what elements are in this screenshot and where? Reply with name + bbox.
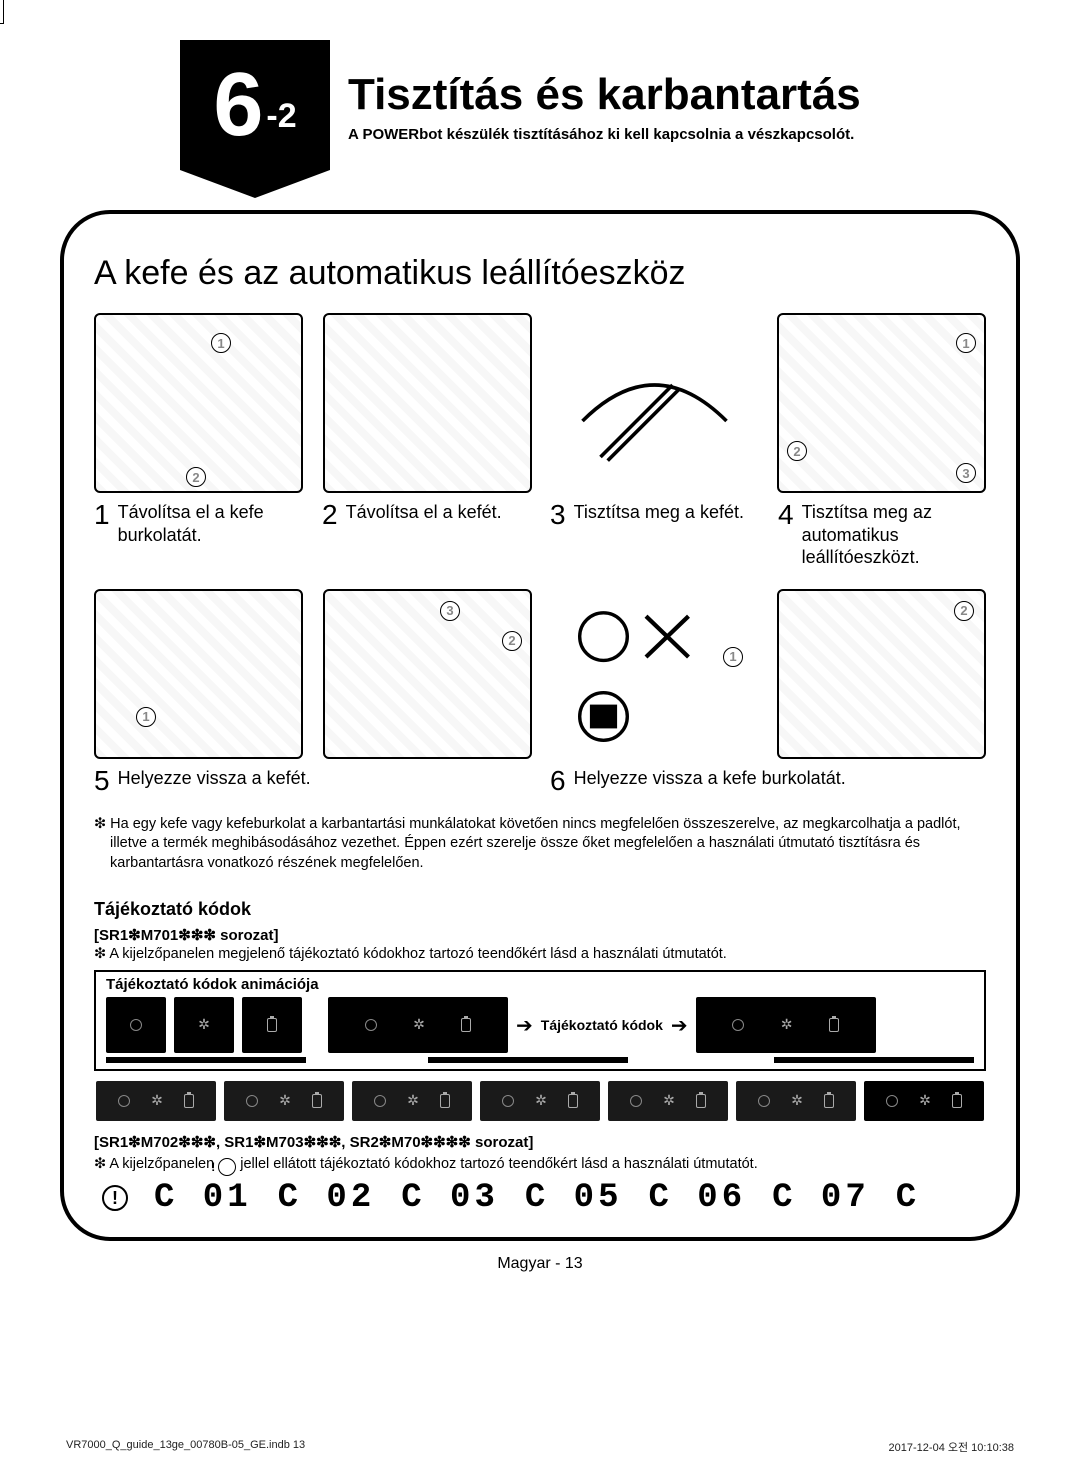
info-codes-title: Tájékoztató kódok bbox=[94, 899, 986, 920]
display-panel bbox=[480, 1081, 600, 1121]
crop-mark bbox=[0, 0, 4, 24]
animation-box: Tájékoztató kódok animációja ➔ Tájékozta… bbox=[94, 970, 986, 1071]
animation-title: Tájékoztató kódok animációja bbox=[106, 976, 974, 993]
display-panel bbox=[328, 997, 508, 1053]
diagram-step-3 bbox=[552, 313, 757, 493]
content-box: A kefe és az automatikus leállítóeszköz … bbox=[60, 210, 1020, 1241]
step-number: 2 bbox=[322, 501, 338, 569]
error-code: C 06 bbox=[649, 1179, 747, 1217]
step-number: 5 bbox=[94, 767, 110, 795]
badge-number-major: 6 bbox=[213, 60, 263, 150]
section-title: A kefe és az automatikus leállítóeszköz bbox=[94, 254, 986, 293]
display-panel bbox=[224, 1081, 344, 1121]
display-panel bbox=[608, 1081, 728, 1121]
step-text: Távolítsa el a kefe burkolatát. bbox=[118, 501, 302, 569]
display-panel bbox=[736, 1081, 856, 1121]
step-5: 5 Helyezze vissza a kefét. bbox=[94, 767, 530, 795]
display-panel bbox=[864, 1081, 984, 1121]
print-file: VR7000_Q_guide_13ge_00780B-05_GE.indb 13 bbox=[66, 1439, 305, 1455]
step-text: Helyezze vissza a kefét. bbox=[118, 767, 311, 795]
info-codes-label: Tájékoztató kódok bbox=[541, 1017, 663, 1033]
note2-post: jellel ellátott tájékoztató kódokhoz tar… bbox=[236, 1156, 758, 1172]
step-4: 4 Tisztítsa meg az automatikus leállítóe… bbox=[778, 501, 986, 569]
step-text: Távolítsa el a kefét. bbox=[346, 501, 502, 569]
error-code: C 05 bbox=[525, 1179, 623, 1217]
panel-strip bbox=[94, 1081, 986, 1121]
error-code: C 02 bbox=[278, 1179, 376, 1217]
arrow-icon: ➔ bbox=[516, 1013, 533, 1038]
header: 6 -2 Tisztítás és karbantartás A POWERbo… bbox=[180, 40, 1020, 170]
diagram-step-2 bbox=[323, 313, 532, 493]
page: 6 -2 Tisztítás és karbantartás A POWERbo… bbox=[60, 30, 1020, 1389]
error-code: C 01 bbox=[154, 1179, 252, 1217]
print-footer: VR7000_Q_guide_13ge_00780B-05_GE.indb 13… bbox=[66, 1439, 1014, 1455]
error-codes-row: ! C 01 C 02 C 03 C 05 C 06 C 07 C bbox=[94, 1179, 986, 1217]
step-6: 6 Helyezze vissza a kefe burkolatát. bbox=[550, 767, 986, 795]
series-2-label: [SR1❇M702❇❇❇, SR1❇M703❇❇❇, SR2❇M70❇❇❇❇ s… bbox=[94, 1133, 986, 1151]
print-timestamp: 2017-12-04 오전 10:10:38 bbox=[889, 1439, 1014, 1455]
display-panel bbox=[106, 997, 166, 1053]
assembly-note: ❇ Ha egy kefe vagy kefeburkolat a karban… bbox=[94, 815, 986, 874]
step-number: 3 bbox=[550, 501, 566, 569]
note2-pre: ❇ A kijelzőpanelen bbox=[94, 1156, 218, 1172]
diagram-step-5b: 3 2 bbox=[323, 589, 532, 759]
diagram-step-1: 1 2 bbox=[94, 313, 303, 493]
page-footer: Magyar - 13 bbox=[60, 1255, 1020, 1273]
error-code: C 07 bbox=[772, 1179, 870, 1217]
series-1-label: [SR1❇M701❇❇❇ sorozat] bbox=[94, 926, 986, 944]
step-3: 3 Tisztítsa meg a kefét. bbox=[550, 501, 758, 569]
error-code: C bbox=[896, 1179, 920, 1217]
page-title: Tisztítás és karbantartás bbox=[348, 70, 861, 120]
badge-number-minor: -2 bbox=[266, 97, 296, 136]
display-panel bbox=[696, 997, 876, 1053]
exclamation-icon: ! bbox=[102, 1185, 128, 1211]
display-panel bbox=[242, 997, 302, 1053]
footer-language: Magyar bbox=[497, 1255, 550, 1272]
display-panel bbox=[174, 997, 234, 1053]
display-panel bbox=[96, 1081, 216, 1121]
step-2: 2 Távolítsa el a kefét. bbox=[322, 501, 530, 569]
section-badge: 6 -2 bbox=[180, 40, 330, 170]
diagram-step-6a: 1 bbox=[552, 589, 757, 759]
footer-page-number: 13 bbox=[565, 1255, 583, 1272]
step-number: 1 bbox=[94, 501, 110, 569]
diagram-step-6b: 2 bbox=[777, 589, 986, 759]
diagram-step-5a: 1 bbox=[94, 589, 303, 759]
step-number: 4 bbox=[778, 501, 794, 569]
page-subtitle: A POWERbot készülék tisztításához ki kel… bbox=[348, 126, 861, 143]
exclamation-icon: ! bbox=[218, 1158, 236, 1176]
series-1-note: ❇ A kijelzőpanelen megjelenő tájékoztató… bbox=[94, 946, 986, 962]
error-code: C 03 bbox=[401, 1179, 499, 1217]
step-text: Tisztítsa meg az automatikus leállítóesz… bbox=[802, 501, 986, 569]
step-number: 6 bbox=[550, 767, 566, 795]
step-1: 1 Távolítsa el a kefe burkolatát. bbox=[94, 501, 302, 569]
arrow-icon: ➔ bbox=[671, 1013, 688, 1038]
series-2-note: ❇ A kijelzőpanelen ! jellel ellátott táj… bbox=[94, 1155, 986, 1173]
step-text: Tisztítsa meg a kefét. bbox=[574, 501, 744, 569]
display-panel bbox=[352, 1081, 472, 1121]
step-text: Helyezze vissza a kefe burkolatát. bbox=[574, 767, 846, 795]
diagram-step-4: 1 2 3 bbox=[777, 313, 986, 493]
